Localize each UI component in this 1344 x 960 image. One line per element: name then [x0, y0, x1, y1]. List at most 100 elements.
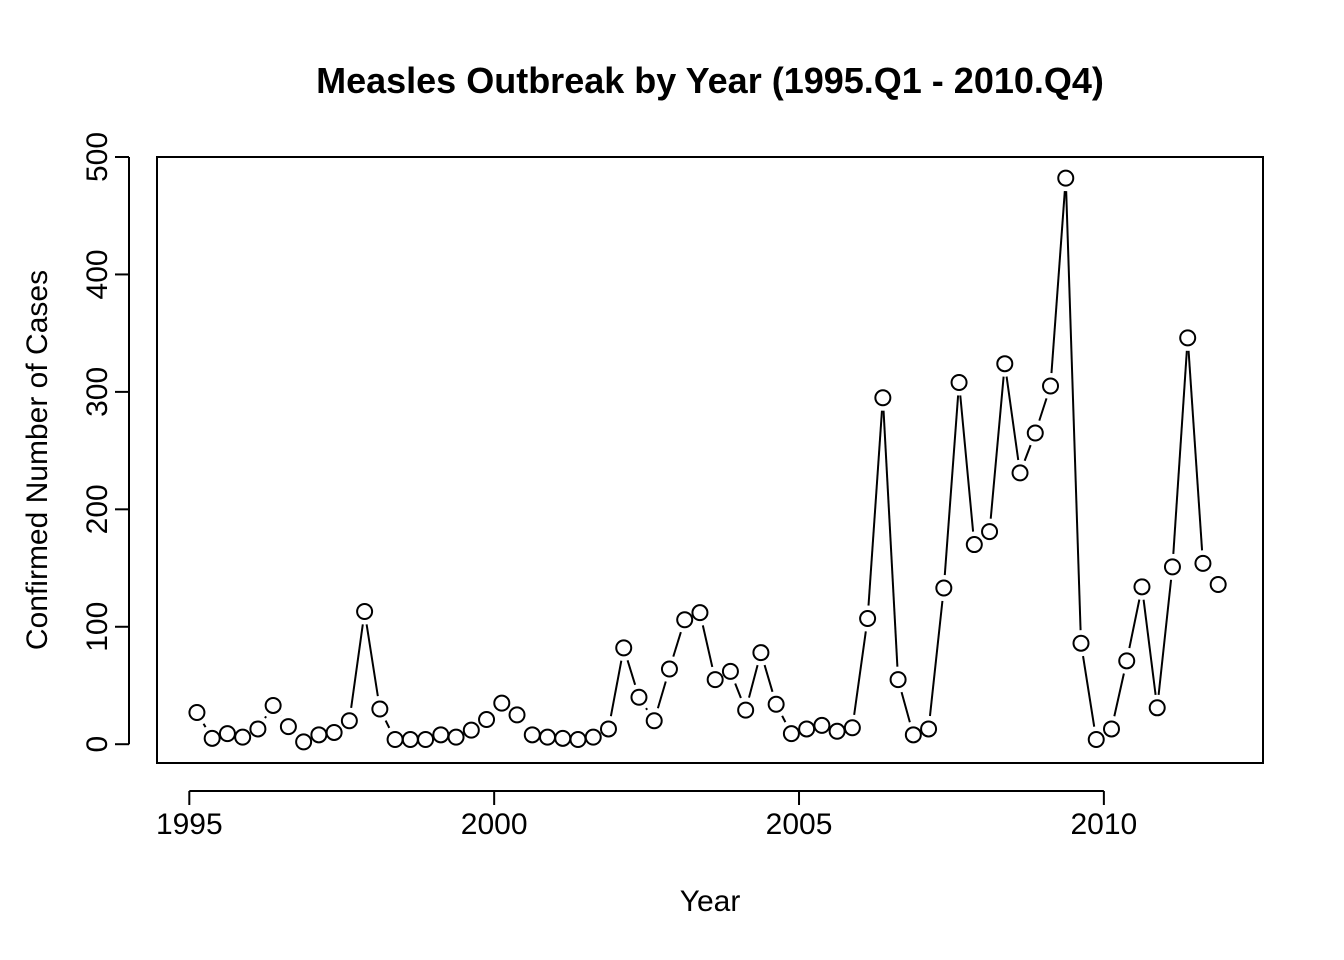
data-point — [218, 725, 236, 743]
series-line-segment — [1023, 444, 1032, 462]
data-point — [340, 712, 358, 730]
data-point — [1042, 377, 1060, 395]
data-point — [798, 720, 816, 738]
y-tick-label: 200 — [81, 484, 114, 534]
data-point — [523, 726, 541, 744]
data-point — [279, 718, 297, 736]
data-point — [828, 722, 846, 740]
data-point — [1179, 329, 1197, 347]
data-point — [447, 728, 465, 746]
y-tick-label: 300 — [81, 367, 114, 417]
data-point — [508, 706, 526, 724]
series-line-segment — [1082, 655, 1096, 727]
y-tick-label: 0 — [81, 736, 114, 753]
data-point — [462, 721, 480, 739]
data-point — [1148, 699, 1166, 717]
data-point — [1026, 424, 1044, 442]
y-tick-label: 400 — [81, 249, 114, 299]
data-point — [737, 701, 755, 719]
data-point — [310, 726, 328, 744]
y-tick-label: 100 — [81, 602, 114, 652]
y-tick-label: 500 — [81, 132, 114, 182]
series-line-segment — [365, 624, 379, 697]
data-point — [569, 731, 587, 749]
series-line-segment — [1005, 376, 1020, 461]
data-point — [599, 720, 617, 738]
data-point — [1011, 464, 1029, 482]
data-point — [660, 660, 678, 678]
data-point — [1194, 554, 1212, 572]
series-line-segment — [1187, 350, 1204, 551]
data-point — [1072, 634, 1090, 652]
data-point — [478, 711, 496, 729]
data-point — [767, 695, 785, 713]
data-point — [691, 604, 709, 622]
data-point — [539, 728, 557, 746]
series-line-segment — [943, 395, 960, 576]
data-point — [1118, 652, 1136, 670]
data-point — [325, 723, 343, 741]
data-point — [493, 694, 511, 712]
data-point — [935, 579, 953, 597]
data-point — [706, 671, 724, 689]
data-point — [401, 731, 419, 749]
data-point — [264, 696, 282, 714]
plot-frame — [156, 156, 1264, 764]
data-point — [249, 720, 267, 738]
series-line-segment — [1157, 579, 1173, 695]
data-point — [645, 712, 663, 730]
series-points — [188, 169, 1227, 751]
data-point — [950, 373, 968, 391]
data-point — [432, 726, 450, 744]
x-tick-label: 2000 — [461, 808, 528, 841]
x-tick-label: 2010 — [1070, 808, 1137, 841]
data-point — [782, 725, 800, 743]
data-point — [386, 731, 404, 749]
series-line-segment — [1172, 350, 1188, 554]
data-point — [630, 688, 648, 706]
data-point — [1087, 731, 1105, 749]
y-axis: 0 100 200 300 400 500 — [81, 132, 130, 753]
series-line-segment — [1065, 191, 1082, 631]
data-point — [1057, 169, 1075, 187]
data-point — [752, 644, 770, 662]
series-line-segment — [1142, 599, 1157, 696]
data-point — [188, 704, 206, 721]
series-line-segment — [734, 683, 742, 699]
data-point — [904, 726, 922, 744]
series-line-segment — [626, 660, 637, 686]
series-line-segment — [928, 600, 944, 717]
series-line-segment — [853, 631, 867, 716]
series-lines — [202, 191, 1212, 729]
series-line-segment — [959, 395, 975, 532]
series-line-segment — [672, 631, 682, 657]
series-line-segment — [1050, 191, 1066, 374]
data-point — [981, 523, 999, 541]
series-line-segment — [384, 720, 391, 729]
data-point — [813, 716, 831, 734]
data-point — [965, 536, 983, 554]
series-line-segment — [202, 723, 207, 728]
series-line-segment — [656, 681, 667, 709]
data-point — [889, 671, 907, 689]
data-point — [1133, 578, 1151, 596]
series-line-segment — [645, 707, 648, 711]
series-line-segment — [1113, 673, 1125, 717]
x-axis: 1995 2000 2005 2010 — [156, 790, 1137, 841]
series-line-segment — [882, 410, 899, 667]
data-point — [295, 733, 313, 751]
data-point — [203, 729, 221, 747]
data-point — [721, 662, 739, 680]
series-line-segment — [701, 625, 714, 668]
series-line-segment — [1128, 599, 1141, 649]
series-line-segment — [350, 624, 364, 708]
series-line-segment — [763, 664, 774, 693]
data-point — [874, 389, 892, 407]
data-point — [371, 700, 389, 718]
series-line-segment — [781, 715, 787, 723]
data-point — [554, 729, 572, 747]
series-line-segment — [609, 660, 623, 717]
x-axis-label: Year — [680, 885, 741, 918]
data-point — [1102, 720, 1120, 738]
